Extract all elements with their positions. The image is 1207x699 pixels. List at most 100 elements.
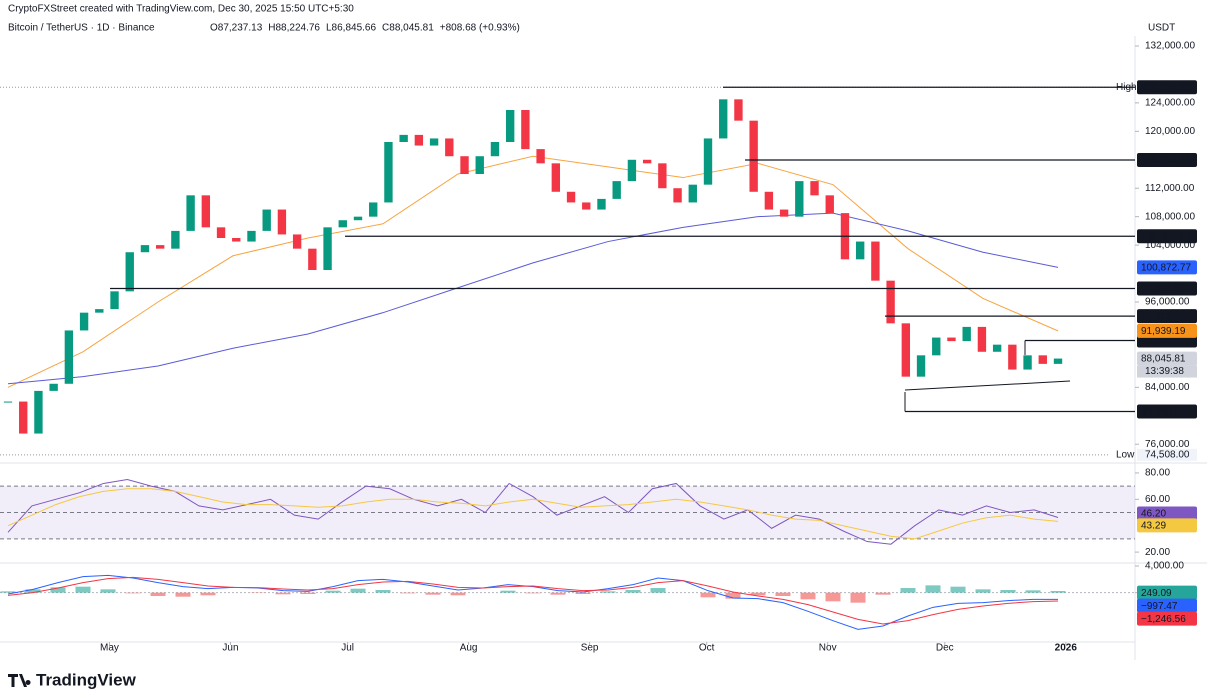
macd-line bbox=[7, 576, 1059, 625]
support-trendline bbox=[904, 380, 1071, 391]
histogram-bar bbox=[625, 590, 641, 593]
candle bbox=[612, 181, 621, 199]
candle bbox=[34, 390, 43, 434]
candle bbox=[932, 337, 941, 356]
candle bbox=[642, 159, 652, 164]
candle bbox=[1023, 355, 1032, 370]
price-tag-label: 126,199.63 bbox=[1141, 82, 1191, 93]
candle bbox=[962, 326, 971, 342]
candle bbox=[232, 238, 241, 242]
candle bbox=[49, 383, 58, 391]
y-tick-label: 104,000.00 bbox=[1145, 240, 1195, 251]
candle bbox=[140, 245, 150, 253]
price-tag bbox=[1137, 598, 1197, 613]
candle bbox=[977, 326, 987, 352]
histogram-bar bbox=[725, 592, 741, 599]
price-tag-label: 105,250.85 bbox=[1141, 231, 1191, 242]
histogram-bar bbox=[800, 592, 816, 600]
price-tag bbox=[1137, 323, 1197, 338]
candle bbox=[64, 330, 74, 384]
histogram-bar bbox=[425, 592, 441, 595]
candle bbox=[490, 142, 500, 157]
histogram-bar bbox=[0, 591, 16, 593]
price-tag bbox=[1137, 260, 1197, 275]
price-tag-label: 80,600.00 bbox=[1141, 407, 1186, 418]
candle bbox=[566, 191, 576, 203]
candle bbox=[825, 195, 834, 214]
moving-average bbox=[7, 212, 1059, 385]
candle bbox=[460, 156, 469, 174]
candle bbox=[338, 220, 347, 228]
candle bbox=[764, 191, 774, 210]
histogram-bar bbox=[1025, 590, 1041, 593]
candle bbox=[627, 159, 637, 182]
histogram-bar bbox=[100, 589, 116, 593]
candle bbox=[582, 202, 591, 210]
histogram-bar bbox=[825, 592, 841, 602]
ohlc-value: H88,224.76 bbox=[268, 23, 320, 34]
histogram-bar bbox=[200, 592, 216, 596]
candle bbox=[95, 309, 104, 313]
x-tick-label: Aug bbox=[460, 643, 478, 654]
ohlc-value: O87,237.13 bbox=[210, 23, 263, 34]
histogram-bar bbox=[600, 591, 616, 593]
candle bbox=[855, 241, 865, 260]
candle bbox=[308, 248, 317, 270]
candle bbox=[779, 209, 789, 217]
candle bbox=[125, 252, 134, 292]
ohlc-value: +808.68 (+0.93%) bbox=[440, 23, 520, 34]
price-tag-label: 115,963.81 bbox=[1141, 155, 1191, 166]
candle bbox=[414, 134, 424, 146]
candle bbox=[445, 138, 454, 157]
price-tag bbox=[1137, 585, 1197, 600]
histogram-bar bbox=[850, 592, 866, 603]
candle bbox=[521, 110, 530, 150]
histogram-bar bbox=[700, 592, 716, 598]
candle bbox=[703, 138, 713, 185]
histogram-bar bbox=[75, 586, 91, 593]
y-tick-label: 84,000.00 bbox=[1145, 382, 1190, 393]
y-tick-label: 132,000.00 bbox=[1145, 41, 1195, 52]
candle bbox=[1038, 355, 1047, 364]
histogram-bar bbox=[275, 592, 291, 595]
candle bbox=[1053, 358, 1063, 364]
histogram-bar bbox=[125, 592, 141, 594]
histogram-bar bbox=[175, 592, 191, 597]
candle bbox=[505, 110, 515, 142]
x-tick-label: Dec bbox=[936, 643, 954, 654]
candle bbox=[369, 202, 378, 217]
candle bbox=[1008, 344, 1017, 370]
candle bbox=[216, 227, 226, 238]
x-tick-label: May bbox=[100, 643, 119, 654]
candle bbox=[673, 188, 682, 203]
candle bbox=[247, 230, 256, 242]
histogram-bar bbox=[25, 589, 41, 593]
candle bbox=[749, 120, 758, 192]
histogram-bar bbox=[300, 592, 316, 594]
histogram-bar bbox=[50, 587, 66, 593]
histogram-bar bbox=[1050, 591, 1066, 593]
price-tag-label: −997.47 bbox=[1141, 601, 1178, 612]
candle bbox=[795, 181, 804, 217]
histogram-bar bbox=[150, 592, 166, 596]
candle bbox=[719, 99, 728, 139]
histogram-bar bbox=[375, 590, 391, 593]
price-tag-label: −1,246.56 bbox=[1141, 614, 1186, 625]
x-tick-label: Jul bbox=[341, 643, 354, 654]
price-tag-label: 97,895.68 bbox=[1141, 284, 1186, 295]
candle bbox=[810, 181, 819, 196]
histogram-bar bbox=[750, 592, 766, 596]
rsi-line bbox=[7, 478, 1059, 545]
histogram-bar bbox=[875, 592, 891, 595]
price-tag-label: 90,588.23 bbox=[1141, 336, 1186, 347]
rsi-line bbox=[7, 488, 1059, 540]
candle bbox=[262, 209, 271, 231]
low-name: Low bbox=[1116, 449, 1135, 460]
ohlc-value: L86,845.66 bbox=[326, 23, 376, 34]
candle bbox=[992, 344, 1002, 352]
candle bbox=[947, 337, 956, 342]
price-tag-label: 88,045.81 bbox=[1141, 354, 1186, 365]
price-tag bbox=[1137, 506, 1197, 521]
macd-line bbox=[7, 574, 1059, 630]
histogram-bar bbox=[575, 592, 591, 594]
